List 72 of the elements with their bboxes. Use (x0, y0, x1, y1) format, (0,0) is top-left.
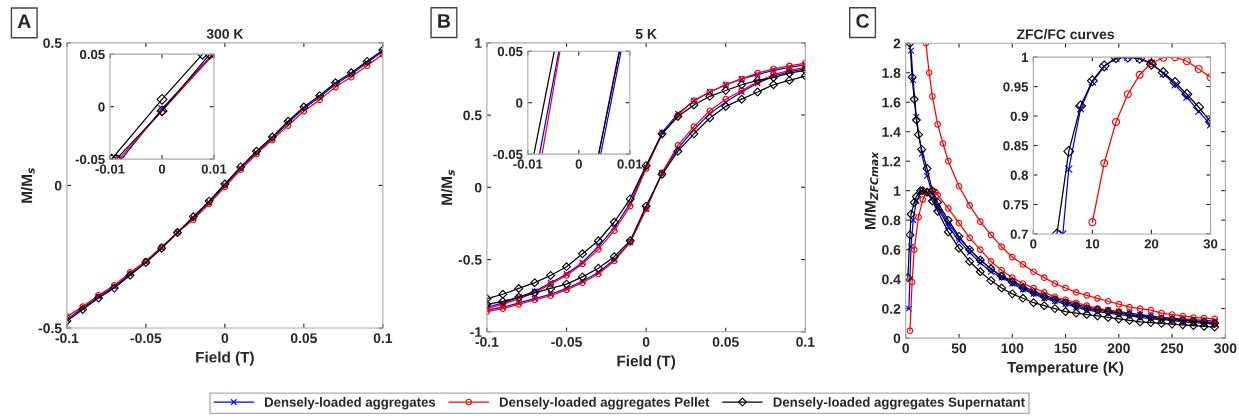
y-tick-label: 0.9 (1010, 111, 1028, 121)
y-tick-label: 0.4 (882, 274, 901, 285)
y-tick-label: 0.8 (1010, 170, 1029, 180)
x-tick-label: 100 (1001, 343, 1024, 354)
y-tick-label: 0 (516, 98, 523, 108)
y-tick-label: 1.6 (882, 97, 901, 108)
chart-title: 5 K (635, 29, 657, 39)
y-tick-label: 0.05 (80, 49, 105, 60)
y-axis-title: M/M$_{s}$ (441, 169, 455, 205)
text: A (17, 14, 31, 28)
y-tick-label: 0.95 (1003, 82, 1029, 92)
x-tick-label: 300 (1214, 343, 1237, 354)
x-axis-title: Field (T) (617, 355, 676, 370)
y-tick-label: 0.8 (882, 215, 901, 226)
chart-title: ZFC/FC curves (1016, 29, 1114, 40)
y-tick-label: 0 (54, 180, 62, 191)
x-tick-label: 0 (642, 337, 650, 347)
y-tick-label: 0.75 (1003, 200, 1029, 210)
y-tick-label: -0.5 (458, 254, 482, 265)
y-tick-label: 0 (98, 102, 105, 112)
x-tick-label: 30 (1203, 239, 1218, 249)
x-tick-label: 0.1 (796, 337, 815, 347)
y-axis-title: M/M$_{s}$ (21, 167, 35, 203)
y-tick-label: 0.85 (1003, 141, 1029, 151)
x-tick-label: 0 (575, 159, 582, 169)
legend-label: Densely-loaded aggregates Supernatant (773, 397, 1025, 410)
y-tick-label: 0 (474, 182, 482, 193)
y-tick-label: -1 (470, 327, 482, 337)
y-tick-label: 0.6 (882, 244, 901, 255)
y-tick-label: -0.05 (493, 149, 523, 160)
x-tick-label: 0.05 (712, 337, 739, 347)
x-tick-label: 0 (1030, 239, 1037, 249)
y-tick-label: 1.8 (882, 68, 901, 78)
y-tick-label: 1 (475, 38, 482, 48)
legend-label: Densely-loaded aggregates (265, 397, 436, 410)
x-tick-label: 0.01 (201, 164, 227, 174)
x-tick-label: -0.1 (475, 337, 499, 347)
x-tick-label: 0 (158, 164, 166, 174)
x-tick-label: 10 (1085, 239, 1100, 249)
x-axis-title: Temperature (K) (1007, 361, 1124, 376)
y-tick-label: 1 (894, 186, 901, 196)
y-tick-label: 0.5 (43, 38, 62, 49)
y-tick-label: 0.2 (882, 303, 901, 314)
x-tick-label: -0.01 (513, 159, 543, 169)
y-tick-label: 0.05 (497, 46, 523, 57)
x-tick-label: 150 (1054, 343, 1077, 354)
y-tick-label: -0.5 (38, 323, 62, 334)
x-tick-label: -0.05 (130, 333, 162, 344)
y-tick-label: 0.5 (463, 110, 482, 121)
x-tick-label: 0 (221, 333, 229, 344)
x-tick-label: 0 (902, 343, 909, 354)
x-axis-title: Field (T) (196, 351, 254, 366)
x-tick-label: 20 (1144, 239, 1159, 249)
x-tick-label: -0.05 (551, 337, 582, 347)
x-tick-label: 250 (1160, 343, 1184, 354)
x-tick-label: 50 (951, 343, 967, 354)
text: C (856, 14, 870, 28)
y-tick-label: 1.2 (882, 156, 901, 167)
x-tick-label: 0.1 (373, 333, 393, 344)
y-axis-title: M/M$_{ZFCmax}$ (864, 151, 879, 229)
y-tick-label: 2 (893, 38, 901, 49)
y-tick-label: 0.7 (1010, 229, 1028, 239)
x-tick-label: 0.05 (290, 333, 317, 344)
x-tick-label: 200 (1107, 343, 1130, 354)
x-tick-label: -0.1 (55, 333, 79, 344)
legend-label: Densely-loaded aggregates Pellet (499, 397, 710, 410)
y-tick-label: 1 (1021, 52, 1029, 62)
y-tick-label: 1.4 (882, 127, 901, 137)
chart-title: 300 K (206, 28, 244, 39)
text: B (438, 14, 451, 28)
x-tick-label: -0.01 (95, 164, 125, 174)
x-tick-label: 0.01 (617, 159, 643, 169)
